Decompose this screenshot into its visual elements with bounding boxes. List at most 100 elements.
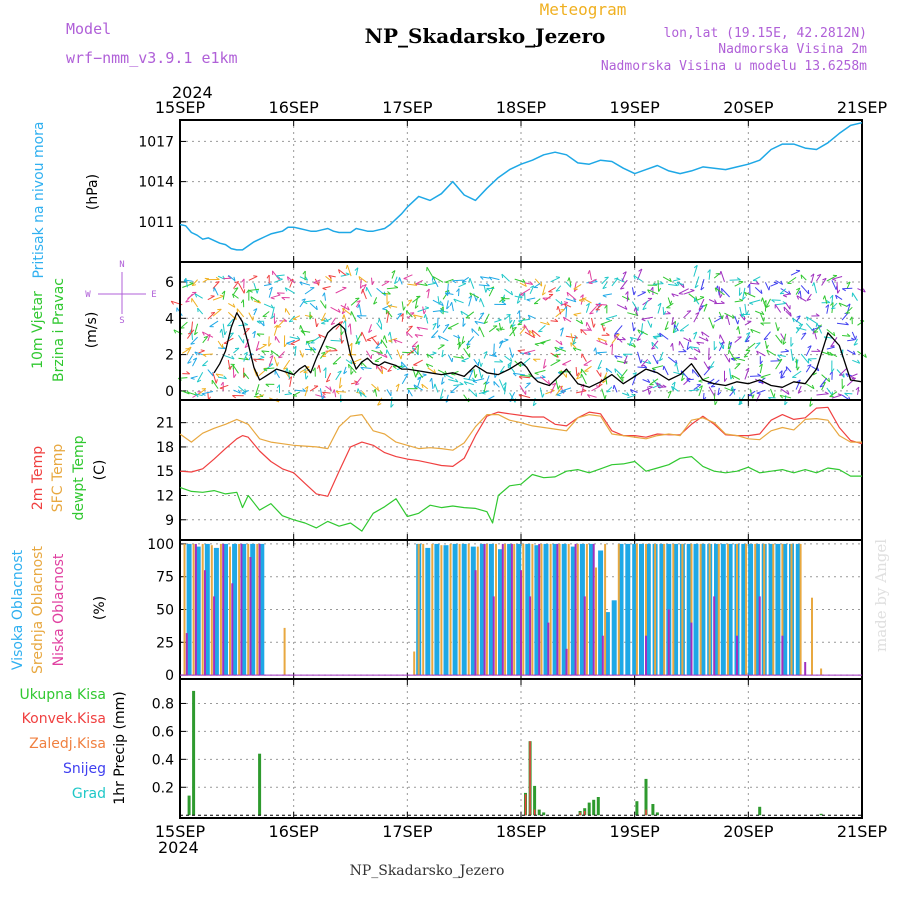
wind-barb-head <box>554 346 558 351</box>
wind-barb <box>764 282 770 291</box>
wind-barb-head <box>460 311 463 315</box>
wind-barb <box>253 330 256 339</box>
wind-barb <box>343 366 347 374</box>
wind-barb-head <box>604 276 609 279</box>
wind-barb <box>809 397 812 407</box>
bar-3-visoka-oblacnost <box>666 543 672 675</box>
pressure-title: Pritisak na nivou mora <box>31 121 47 278</box>
wind-barb-head <box>288 391 293 395</box>
wind-barb-head <box>373 388 376 393</box>
wind-barb <box>771 299 781 301</box>
wind-barb <box>841 312 849 321</box>
wind-barb-head <box>795 269 801 272</box>
wind-barb-head <box>219 328 223 333</box>
wind-barb <box>782 333 787 345</box>
wind-barb <box>821 351 833 356</box>
wind-barb <box>385 309 393 318</box>
wind-barb-head <box>542 297 547 301</box>
wind-barb <box>589 270 592 280</box>
bar-3-srednja-oblacnost <box>431 543 434 675</box>
wind-barb-head <box>191 284 197 287</box>
wind-barb <box>805 323 815 333</box>
wind-barb <box>304 368 307 380</box>
wind-barb-head <box>283 318 288 322</box>
wind-barb-head <box>488 276 493 281</box>
wind-barb-head <box>760 322 765 326</box>
wind-barb <box>519 325 527 335</box>
wind-barb-head <box>700 287 705 291</box>
wind-barb <box>718 341 725 352</box>
wind-barb <box>616 304 628 310</box>
wind-barb <box>581 368 587 376</box>
wind-barb <box>597 360 603 370</box>
bar-3-visoka-oblacnost <box>604 612 610 675</box>
bar-3-visoka-oblacnost <box>768 543 774 675</box>
wind-barb-head <box>462 323 466 327</box>
wind-barb-head <box>201 331 205 336</box>
wind-barb-head <box>631 393 636 396</box>
wind-barb-head <box>256 333 261 337</box>
wind-barb-head <box>200 349 205 352</box>
wind-barb-head <box>739 280 744 283</box>
compass-s: S <box>119 316 124 326</box>
wind-barb-head <box>197 379 202 383</box>
wind-barb-head <box>356 300 361 303</box>
wind-barb <box>744 368 750 380</box>
wind-barb <box>223 337 234 344</box>
wind-barb-head <box>559 327 564 331</box>
wind-barb <box>744 332 751 343</box>
wind-barb <box>596 369 602 377</box>
wind-barb <box>672 343 674 351</box>
wind-barb <box>595 303 607 306</box>
bar-3-srednja-oblacnost <box>635 543 638 675</box>
wind-barb <box>637 291 646 297</box>
wind-barb-head <box>530 285 535 289</box>
wind-barb <box>601 388 606 400</box>
wind-barb-head <box>398 277 400 282</box>
wind-barb-head <box>831 307 836 310</box>
wind-barb <box>755 310 765 316</box>
wind-barb <box>573 312 582 315</box>
wind-barb <box>679 324 689 332</box>
wind-barb-head <box>451 373 456 376</box>
wind-barb-head <box>268 342 272 347</box>
wind-barb-head <box>524 282 527 287</box>
bar-3-visoka-oblacnost <box>213 547 219 676</box>
wind-barb <box>724 353 730 363</box>
wind-barb <box>605 375 608 385</box>
wind-barb <box>464 381 474 386</box>
wind-barb-head <box>664 327 669 331</box>
wind-barb-head <box>342 307 345 313</box>
wind-barb-head <box>366 339 371 342</box>
wind-barb <box>518 394 531 399</box>
wind-barb <box>783 293 792 296</box>
wind-barb-head <box>730 358 735 361</box>
bar-3-visoka-oblacnost <box>223 543 228 675</box>
wind-barb <box>332 356 342 365</box>
bar-3-niska-oblacnost <box>781 635 784 675</box>
wind-barb <box>675 362 679 373</box>
wind-barb-head <box>671 386 674 391</box>
wind-barb-head <box>377 386 379 391</box>
wind-barb <box>451 302 454 312</box>
wind-barb-head <box>555 289 560 292</box>
wind-barb-head <box>567 277 570 282</box>
wind-barb-head <box>682 283 685 288</box>
wind-barb <box>376 287 386 296</box>
wind-barb-head <box>342 286 347 289</box>
wind-barb <box>587 394 597 398</box>
wind-barb <box>417 344 419 355</box>
wind-barb <box>441 349 444 358</box>
wind-barb <box>509 361 512 370</box>
wind-barb <box>553 353 561 356</box>
wind-barb <box>659 332 669 340</box>
wind-barb <box>714 287 725 296</box>
wind-barb <box>836 322 849 326</box>
wind-barb <box>543 358 546 369</box>
wind-barb-head <box>404 373 409 376</box>
wind-barb <box>414 297 419 309</box>
wind-barb <box>458 288 460 297</box>
wind-barb <box>647 289 659 295</box>
wind-barb-head <box>638 268 643 272</box>
wind-barb-head <box>777 327 780 332</box>
